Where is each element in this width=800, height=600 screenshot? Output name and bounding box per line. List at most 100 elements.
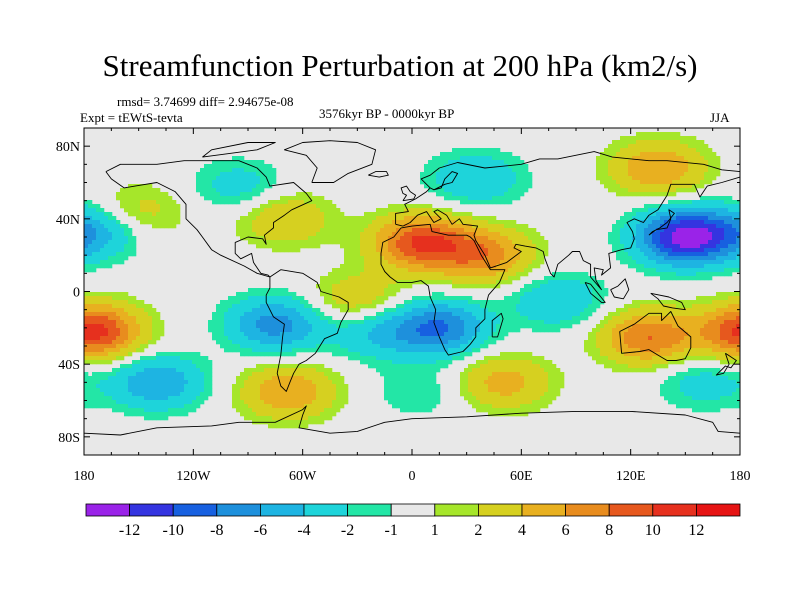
field-cell xyxy=(644,188,649,193)
field-cell xyxy=(380,212,385,217)
field-cell xyxy=(724,312,729,317)
field-cell xyxy=(176,212,181,217)
field-cell xyxy=(500,176,505,181)
field-cell xyxy=(720,332,725,337)
field-cell xyxy=(672,192,677,197)
field-cell xyxy=(260,344,265,349)
field-cell xyxy=(404,328,409,333)
field-cell xyxy=(540,328,545,333)
field-cell xyxy=(736,320,741,325)
field-cell xyxy=(232,184,237,189)
field-cell xyxy=(688,252,693,257)
field-cell xyxy=(268,220,273,225)
field-cell xyxy=(584,340,589,345)
field-cell xyxy=(248,316,253,321)
field-cell xyxy=(456,304,461,309)
field-cell xyxy=(612,184,617,189)
field-cell xyxy=(368,244,373,249)
field-cell xyxy=(324,284,329,289)
field-cell xyxy=(660,168,665,173)
field-cell xyxy=(468,172,473,177)
field-cell xyxy=(436,264,441,269)
field-cell xyxy=(732,200,737,205)
field-cell xyxy=(344,256,349,261)
field-cell xyxy=(324,320,329,325)
field-cell xyxy=(508,192,513,197)
field-cell xyxy=(300,216,305,221)
field-cell xyxy=(676,204,681,209)
field-cell xyxy=(104,264,109,269)
field-cell xyxy=(492,256,497,261)
field-cell xyxy=(352,264,357,269)
field-cell xyxy=(520,192,525,197)
field-cell xyxy=(316,244,321,249)
field-cell xyxy=(724,272,729,277)
field-cell xyxy=(84,264,89,269)
field-cell xyxy=(708,316,713,321)
field-cell xyxy=(608,156,613,161)
field-cell xyxy=(736,260,741,265)
field-cell xyxy=(452,180,457,185)
field-cell xyxy=(424,208,429,213)
field-cell xyxy=(712,156,717,161)
field-cell xyxy=(148,192,153,197)
field-cell xyxy=(620,164,625,169)
field-cell xyxy=(652,332,657,337)
field-cell xyxy=(516,312,521,317)
field-cell xyxy=(412,304,417,309)
field-cell xyxy=(216,160,221,165)
field-cell xyxy=(480,152,485,157)
field-cell xyxy=(224,312,229,317)
field-cell xyxy=(84,220,89,225)
field-cell xyxy=(608,168,613,173)
field-cell xyxy=(136,348,141,353)
field-cell xyxy=(716,268,721,273)
field-cell xyxy=(640,184,645,189)
field-cell xyxy=(404,308,409,313)
field-cell xyxy=(88,348,93,353)
field-cell xyxy=(528,284,533,289)
field-cell xyxy=(504,296,509,301)
field-cell xyxy=(684,220,689,225)
field-cell xyxy=(720,336,725,341)
field-cell xyxy=(304,308,309,313)
field-cell xyxy=(712,264,717,269)
field-cell xyxy=(704,148,709,153)
field-cell xyxy=(196,176,201,181)
field-cell xyxy=(128,304,133,309)
field-cell xyxy=(392,236,397,241)
field-cell xyxy=(468,264,473,269)
field-cell xyxy=(712,164,717,169)
field-cell xyxy=(632,140,637,145)
field-cell xyxy=(292,208,297,213)
field-cell xyxy=(376,344,381,349)
field-cell xyxy=(668,204,673,209)
field-cell xyxy=(444,316,449,321)
field-cell xyxy=(544,304,549,309)
field-cell xyxy=(500,248,505,253)
field-cell xyxy=(312,216,317,221)
field-cell xyxy=(280,232,285,237)
field-cell xyxy=(276,296,281,301)
field-cell xyxy=(496,280,501,285)
field-cell xyxy=(440,192,445,197)
field-cell xyxy=(112,224,117,229)
field-cell xyxy=(488,332,493,337)
field-cell xyxy=(404,208,409,213)
field-cell xyxy=(700,160,705,165)
field-cell xyxy=(720,264,725,269)
field-cell xyxy=(420,304,425,309)
field-cell xyxy=(300,312,305,317)
field-cell xyxy=(476,280,481,285)
field-cell xyxy=(636,228,641,233)
field-cell xyxy=(496,256,501,261)
field-cell xyxy=(300,340,305,345)
field-cell xyxy=(420,300,425,305)
field-cell xyxy=(680,144,685,149)
field-cell xyxy=(484,236,489,241)
field-cell xyxy=(132,304,137,309)
field-cell xyxy=(360,300,365,305)
field-cell xyxy=(168,204,173,209)
field-cell xyxy=(380,292,385,297)
field-cell xyxy=(340,284,345,289)
